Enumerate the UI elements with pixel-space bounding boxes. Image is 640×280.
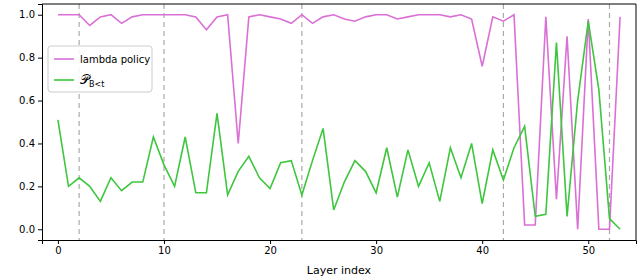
x-tick-mark [270,240,271,244]
y-tick: 1.0 [19,9,42,20]
y-tick-label: 1.0 [19,9,35,20]
legend-label: lambda policy [80,54,150,65]
y-tick: 0.2 [19,181,42,192]
y-tick-label: 0.2 [19,181,35,192]
vertical-line [163,4,164,240]
y-tick-mark [38,186,42,187]
x-axis-title: Layer index [307,264,372,277]
x-tick: 10 [158,240,171,256]
frame [42,4,636,5]
x-tick-label: 50 [582,245,595,256]
y-tick-label: 0.8 [19,52,35,63]
chart: 0 10 20 30 40 50 0.0 0.2 0.4 0.6 0.8 1.0 lambda poli… [0,0,640,280]
x-tick-label: 20 [264,245,277,256]
y-axis-line [38,5,43,241]
y-tick-mark [38,229,42,230]
x-tick-label: 0 [55,245,61,256]
legend-label: 𝒫B<t [80,72,104,89]
frame [636,4,637,240]
y-tick-mark [38,101,42,102]
x-tick-label: 10 [158,245,171,256]
plot-area: 0 10 20 30 40 50 0.0 0.2 0.4 0.6 0.8 1.0 lambda poli… [19,4,636,256]
x-tick-mark [482,240,483,244]
x-tick-label: 40 [476,245,489,256]
x-axis: 0 10 20 30 40 50 [43,240,637,256]
y-tick-label: 0.6 [19,95,35,106]
x-tick: 0 [55,240,61,256]
y-tick: 0.8 [19,52,42,63]
y-axis: 0.0 0.2 0.4 0.6 0.8 1.0 [19,5,42,241]
y-tick-mark [38,58,42,59]
y-tick-mark [38,143,42,144]
y-tick-mark [38,15,42,16]
y-tick-label: 0.4 [19,138,35,149]
legend: lambda policy 𝒫B<t [48,46,152,92]
y-tick: 0.6 [19,95,42,106]
marks [58,4,620,240]
x-tick-mark [588,240,589,244]
x-axis-line [43,241,637,245]
legend-box [48,46,152,92]
vertical-line [301,4,302,240]
y-tick: 0.4 [19,138,42,149]
vertical-line [503,4,504,240]
x-tick-mark [376,240,377,244]
legend-swatch [54,79,74,81]
x-tick-label: 30 [370,245,383,256]
vertical-line [79,4,80,240]
x-tick-mark [164,240,165,244]
x-tick: 40 [476,240,489,256]
y-tick: 0.0 [19,224,42,235]
legend-swatch [54,58,74,60]
x-tick: 50 [582,240,595,256]
x-tick: 20 [264,240,277,256]
y-tick-label: 0.0 [19,224,35,235]
x-tick-mark [58,240,59,244]
x-tick: 30 [370,240,383,256]
